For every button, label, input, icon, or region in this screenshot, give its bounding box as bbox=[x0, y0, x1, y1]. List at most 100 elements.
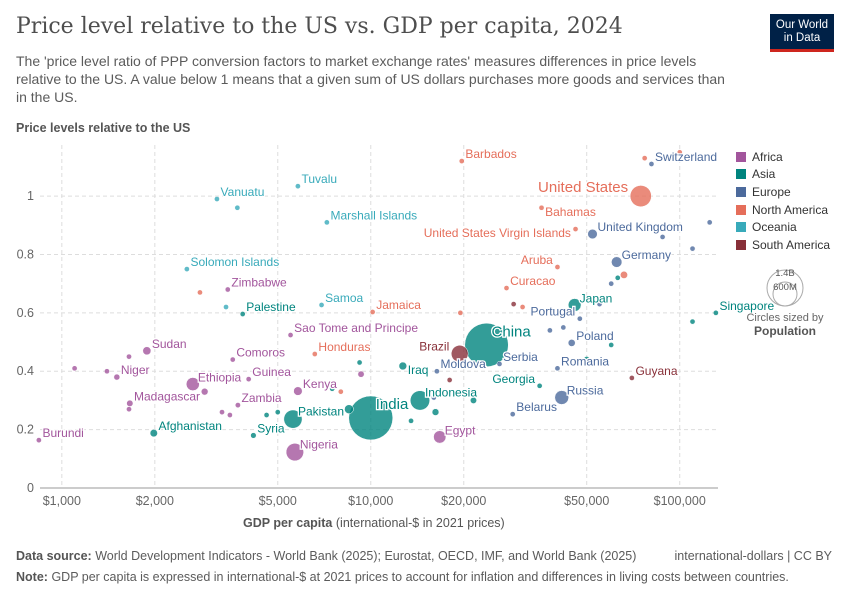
data-point[interactable] bbox=[451, 345, 469, 363]
data-point[interactable] bbox=[224, 286, 231, 293]
data-point[interactable] bbox=[235, 402, 241, 408]
data-point[interactable] bbox=[431, 408, 440, 416]
data-point[interactable] bbox=[706, 219, 713, 226]
data-point[interactable] bbox=[287, 332, 294, 338]
data-point[interactable] bbox=[263, 412, 270, 418]
legend-item[interactable]: Asia bbox=[736, 166, 830, 184]
data-point[interactable] bbox=[283, 409, 303, 429]
data-point[interactable] bbox=[234, 204, 241, 211]
data-point[interactable] bbox=[227, 412, 233, 418]
data-point[interactable] bbox=[357, 370, 365, 378]
data-point[interactable] bbox=[126, 399, 134, 407]
data-point[interactable] bbox=[184, 266, 190, 272]
data-point[interactable] bbox=[611, 256, 623, 268]
data-point[interactable] bbox=[689, 318, 696, 325]
data-point[interactable] bbox=[614, 274, 621, 281]
owid-logo[interactable]: Our World in Data bbox=[770, 14, 834, 52]
data-point[interactable] bbox=[470, 397, 477, 404]
license[interactable]: international-dollars | CC BY bbox=[674, 549, 832, 563]
data-point[interactable] bbox=[567, 298, 582, 312]
data-point[interactable] bbox=[554, 264, 561, 270]
data-point[interactable] bbox=[620, 270, 628, 279]
data-point[interactable] bbox=[587, 228, 598, 240]
data-point[interactable] bbox=[629, 185, 652, 207]
data-point[interactable] bbox=[554, 365, 561, 372]
point-label: Serbia bbox=[503, 350, 538, 364]
data-point[interactable] bbox=[608, 342, 615, 348]
data-point[interactable] bbox=[589, 298, 595, 305]
data-point[interactable] bbox=[250, 432, 257, 439]
data-point[interactable] bbox=[457, 310, 464, 316]
legend-item[interactable]: Oceania bbox=[736, 218, 830, 236]
data-point[interactable] bbox=[274, 409, 281, 415]
data-point[interactable] bbox=[149, 429, 158, 438]
data-point[interactable] bbox=[369, 309, 376, 315]
data-point[interactable] bbox=[433, 430, 447, 444]
data-point[interactable] bbox=[219, 409, 225, 415]
data-point[interactable] bbox=[36, 437, 42, 443]
data-point[interactable] bbox=[509, 411, 516, 417]
data-point[interactable] bbox=[142, 346, 152, 356]
data-point[interactable] bbox=[689, 245, 696, 252]
legend-item[interactable]: Europe bbox=[736, 183, 830, 201]
data-point[interactable] bbox=[510, 301, 517, 307]
data-point[interactable] bbox=[344, 404, 354, 414]
data-point[interactable] bbox=[285, 443, 304, 462]
data-point[interactable] bbox=[311, 351, 318, 357]
data-point[interactable] bbox=[334, 409, 341, 415]
data-point[interactable] bbox=[293, 386, 303, 396]
source-text[interactable]: World Development Indicators - World Ban… bbox=[95, 549, 637, 563]
data-point[interactable] bbox=[126, 353, 132, 360]
data-point[interactable] bbox=[410, 390, 430, 411]
data-point[interactable] bbox=[496, 361, 503, 367]
data-point[interactable] bbox=[126, 406, 132, 413]
data-point[interactable] bbox=[648, 161, 655, 167]
data-point[interactable] bbox=[239, 311, 246, 317]
data-point[interactable] bbox=[430, 394, 437, 401]
data-point[interactable] bbox=[519, 304, 526, 310]
data-point[interactable] bbox=[659, 234, 666, 240]
data-point[interactable] bbox=[197, 289, 203, 296]
data-point[interactable] bbox=[641, 155, 648, 161]
data-point[interactable] bbox=[538, 204, 545, 211]
data-point[interactable] bbox=[576, 315, 583, 322]
data-point[interactable] bbox=[408, 418, 414, 424]
data-point[interactable] bbox=[608, 280, 615, 287]
data-point[interactable] bbox=[464, 322, 509, 367]
data-point[interactable] bbox=[503, 285, 510, 291]
data-point[interactable] bbox=[329, 385, 336, 392]
data-point[interactable] bbox=[434, 368, 440, 375]
data-point[interactable] bbox=[245, 376, 252, 382]
data-point[interactable] bbox=[583, 356, 591, 363]
data-point[interactable] bbox=[676, 149, 683, 156]
data-point[interactable] bbox=[572, 226, 579, 232]
data-point[interactable] bbox=[104, 368, 110, 375]
data-point[interactable] bbox=[318, 302, 325, 308]
data-point[interactable] bbox=[71, 365, 78, 372]
legend-item[interactable]: South America bbox=[736, 236, 830, 254]
data-point[interactable] bbox=[446, 377, 453, 383]
data-point[interactable] bbox=[348, 395, 394, 441]
data-point[interactable] bbox=[554, 390, 569, 405]
data-point[interactable] bbox=[223, 304, 229, 310]
data-point[interactable] bbox=[567, 339, 576, 347]
data-point[interactable] bbox=[458, 158, 465, 164]
data-point[interactable] bbox=[356, 359, 363, 366]
data-point[interactable] bbox=[201, 388, 209, 396]
data-point[interactable] bbox=[596, 301, 603, 307]
data-point[interactable] bbox=[536, 382, 543, 389]
data-point[interactable] bbox=[113, 373, 121, 381]
data-point[interactable] bbox=[185, 377, 200, 391]
data-point[interactable] bbox=[560, 324, 567, 331]
data-point[interactable] bbox=[547, 327, 553, 334]
data-point[interactable] bbox=[398, 361, 408, 371]
legend-item[interactable]: North America bbox=[736, 201, 830, 219]
data-point[interactable] bbox=[337, 388, 344, 395]
data-point[interactable] bbox=[229, 356, 236, 363]
data-point[interactable] bbox=[214, 196, 220, 202]
data-point[interactable] bbox=[713, 310, 719, 316]
data-point[interactable] bbox=[295, 183, 301, 190]
legend-item[interactable]: Africa bbox=[736, 148, 830, 166]
data-point[interactable] bbox=[629, 375, 635, 381]
data-point[interactable] bbox=[324, 219, 330, 226]
